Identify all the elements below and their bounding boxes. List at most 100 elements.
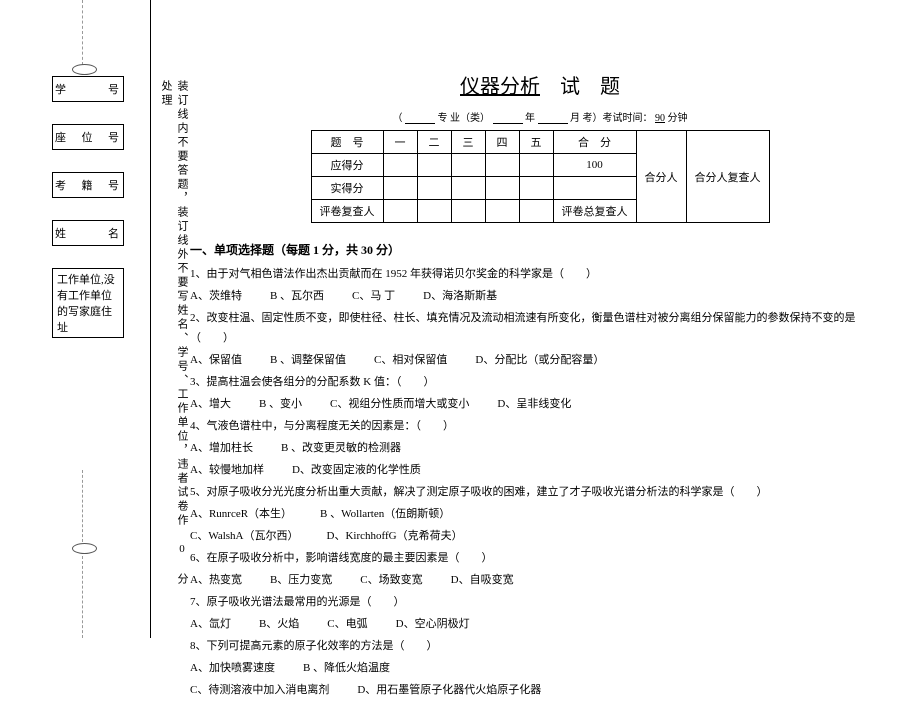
th: 五 (519, 131, 553, 154)
option: D、呈非线变化 (497, 394, 571, 414)
question-options: A、保留值B 、调整保留值C、相对保留值D、分配比（或分配容量） (190, 350, 890, 370)
question-options: C、WalshA（瓦尔西） D、KirchhoffG（克希荷夫） (190, 526, 890, 546)
question-options: A、较慢地加样D、改变固定液的化学性质 (190, 460, 890, 480)
option: A、茨维特 (190, 286, 242, 306)
option: D、海洛斯斯基 (423, 286, 497, 306)
question-options: A、增加柱长B 、改变更灵敏的检测器 (190, 438, 890, 458)
title-subject: 仪器分析 (460, 76, 540, 98)
student-info-column: 学 号 座 位 号 考 籍 号 姓 名 工作单位,没有工作单位的写家庭住址 (52, 76, 124, 360)
question-options: A、加快喷雾速度 B 、降低火焰温度 (190, 658, 890, 678)
option: D、自吸变宽 (451, 570, 514, 590)
cell (417, 177, 451, 200)
question-options: A、茨维特 B 、瓦尔西 C、马 丁 D、海洛斯斯基 (190, 286, 890, 306)
option: D、用石墨管原子化器代火焰原子化器 (357, 680, 541, 700)
question-options: A、热变宽 B、压力变宽 C、场致变宽 D、自吸变宽 (190, 570, 890, 590)
name-box: 姓 名 (52, 220, 124, 246)
exam-info-year: 年 (525, 113, 535, 124)
question-text: 4、气液色谱柱中，与分离程度无关的因素是：（ ） (190, 416, 890, 436)
th: 合 分 (553, 131, 636, 154)
exam-info-major: 专 业（类） (438, 113, 491, 124)
option: A、增大 (190, 394, 231, 414)
question-options: A、氙灯 B、火焰 C、电弧 D、空心阴极灯 (190, 614, 890, 634)
option: B、压力变宽 (270, 570, 332, 590)
option: D、改变固定液的化学性质 (292, 460, 421, 480)
section-title: 一、单项选择题（每题 1 分，共 30 分） (190, 241, 890, 258)
cell (451, 200, 485, 223)
question-options: A、增大 B 、变小 C、视组分性质而增大或变小 D、呈非线变化 (190, 394, 890, 414)
th: 二 (417, 131, 451, 154)
binding-oval (72, 543, 97, 554)
option: C、电弧 (327, 614, 367, 634)
option: A、热变宽 (190, 570, 242, 590)
exam-content: 仪器分析 试 题 （ 专 业（类） 年 月 考）考试时间： 90 分钟 题 号 … (190, 70, 890, 702)
cell (383, 154, 417, 177)
month-slot (538, 112, 568, 124)
binding-dash-column (82, 556, 83, 638)
option: B 、瓦尔西 (270, 286, 324, 306)
option: C、相对保留值 (374, 350, 447, 370)
exam-info-prefix: （ (393, 113, 403, 124)
question-text: 6、在原子吸收分析中，影响谱线宽度的最主要因素是（ ） (190, 548, 890, 568)
option: B、火焰 (259, 614, 299, 634)
option: B 、变小 (259, 394, 302, 414)
option: C、待测溶液中加入消电离剂 (190, 680, 329, 700)
option: A、RunrceR（本生） (190, 504, 292, 524)
cell: 评卷总复查人 (553, 200, 636, 223)
cell (417, 154, 451, 177)
cell (485, 154, 519, 177)
cell (519, 154, 553, 177)
question-text: 5、对原子吸收分光光度分析出重大贡献，解决了测定原子吸收的困难，建立了才子吸收光… (190, 482, 890, 502)
exam-duration: 90 (655, 113, 665, 124)
row-label: 实得分 (311, 177, 383, 200)
student-no-box: 学 号 (52, 76, 124, 102)
cell (519, 177, 553, 200)
work-unit-box: 工作单位,没有工作单位的写家庭住址 (52, 268, 124, 338)
option: C、视组分性质而增大或变小 (330, 394, 469, 414)
option: D、KirchhoffG（克希荷夫） (327, 526, 463, 546)
exam-no-box: 考 籍 号 (52, 172, 124, 198)
question-text: 1、由于对气相色谱法作出杰出贡献而在 1952 年获得诺贝尔奖金的科学家是（ ） (190, 264, 890, 284)
cell: 100 (553, 154, 636, 177)
binding-dash-column (82, 0, 83, 65)
title-rest: 试 题 (540, 76, 620, 98)
option: C、WalshA（瓦尔西） (190, 526, 299, 546)
cell (451, 177, 485, 200)
table-row: 题 号 一 二 三 四 五 合 分 合分人 合分人复查人 (311, 131, 769, 154)
question-text: 2、改变柱温、固定性质不变，即使柱径、柱长、填充情况及流动相流速有所变化，衡量色… (190, 308, 890, 348)
row-label: 评卷复查人 (311, 200, 383, 223)
cell (485, 177, 519, 200)
year-slot (493, 112, 523, 124)
option: C、场致变宽 (360, 570, 422, 590)
th: 题 号 (311, 131, 383, 154)
binding-dash-column (82, 470, 83, 542)
option: B 、降低火焰温度 (303, 658, 390, 678)
binding-warning-text: 装订线内不要答题，装订线外不要写姓名、学号、工作单位，违者试卷作 0 分处理 (158, 80, 190, 600)
option: A、氙灯 (190, 614, 231, 634)
question-options: C、待测溶液中加入消电离剂 D、用石墨管原子化器代火焰原子化器 (190, 680, 890, 700)
question-text: 3、提高柱温会使各组分的分配系数 K 值：（ ） (190, 372, 890, 392)
row-label: 应得分 (311, 154, 383, 177)
th: 四 (485, 131, 519, 154)
cell (553, 177, 636, 200)
exam-info-line: （ 专 业（类） 年 月 考）考试时间： 90 分钟 (190, 109, 890, 124)
th: 三 (451, 131, 485, 154)
exam-info-month: 月 (570, 113, 580, 124)
questions-list: 1、由于对气相色谱法作出杰出贡献而在 1952 年获得诺贝尔奖金的科学家是（ ）… (190, 264, 890, 700)
cell (417, 200, 451, 223)
th: 一 (383, 131, 417, 154)
th: 合分人复查人 (686, 131, 769, 223)
option: C、马 丁 (352, 286, 395, 306)
option: D、空心阴极灯 (396, 614, 470, 634)
cell (485, 200, 519, 223)
option: B 、调整保留值 (270, 350, 346, 370)
score-table: 题 号 一 二 三 四 五 合 分 合分人 合分人复查人 应得分 100 实得分 (311, 130, 770, 223)
question-text: 8、下列可提高元素的原子化效率的方法是（ ） (190, 636, 890, 656)
seat-no-box: 座 位 号 (52, 124, 124, 150)
option: A、加快喷雾速度 (190, 658, 275, 678)
exam-info-exam: 考）考试时间： (583, 113, 653, 124)
option: D、分配比（或分配容量） (475, 350, 604, 370)
question-options: A、RunrceR（本生）B 、Wollarten（伍朗斯顿） (190, 504, 890, 524)
question-text: 7、原子吸收光谱法最常用的光源是（ ） (190, 592, 890, 612)
cell (383, 200, 417, 223)
exam-info-min: 分钟 (668, 113, 688, 124)
